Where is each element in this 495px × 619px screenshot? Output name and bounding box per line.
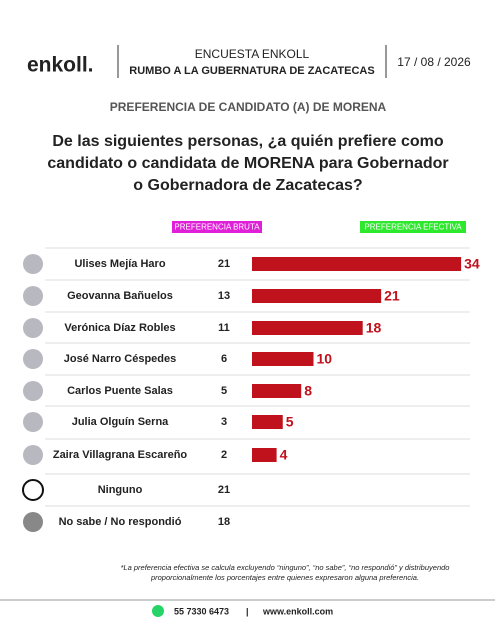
bar: [252, 352, 314, 366]
effective-header: PREFERENCIA EFECTIVA: [364, 223, 462, 232]
value-label: 8: [304, 383, 312, 399]
bar: [252, 415, 283, 429]
subtitle: PREFERENCIA DE CANDIDATO (A) DE MORENA: [110, 100, 387, 114]
avatar: [22, 479, 44, 501]
effective-header-bg: [360, 221, 466, 233]
value-label: 34: [464, 256, 480, 272]
candidate-name: Ulises Mejía Haro: [74, 258, 165, 270]
candidate-name: Geovanna Bañuelos: [67, 290, 173, 302]
candidate-name: No sabe / No respondió: [59, 516, 182, 528]
candidate-name: Carlos Puente Salas: [67, 385, 173, 397]
raw-value: 5: [221, 385, 227, 397]
website: www.enkoll.com: [262, 606, 333, 616]
footnote: proporcionalmente los porcentajes entre …: [150, 573, 419, 582]
bar: [252, 384, 302, 398]
raw-value: 3: [221, 416, 227, 428]
candidate-name: José Narro Céspedes: [64, 353, 177, 365]
avatar: [23, 445, 43, 465]
question: De las siguientes personas, ¿a quién pre…: [52, 133, 443, 150]
raw-value: 21: [218, 258, 230, 270]
brand: enkoll.: [27, 54, 94, 77]
value-label: 18: [366, 320, 382, 336]
separator: |: [246, 606, 249, 616]
raw-value: 6: [221, 353, 227, 365]
raw-header-bg: [172, 221, 262, 233]
avatar: [23, 254, 43, 274]
raw-value: 18: [218, 516, 230, 528]
candidate-name: Zaira Villagrana Escareño: [53, 449, 188, 461]
phone: 55 7330 6473: [174, 606, 229, 616]
bar: [252, 257, 462, 271]
survey: ENCUESTA ENKOLL: [195, 47, 310, 61]
whatsapp-icon: [152, 605, 164, 617]
value-label: 21: [384, 288, 400, 304]
avatar: [23, 286, 43, 306]
bar: [252, 321, 363, 335]
avatar: [23, 318, 43, 338]
race: RUMBO A LA GUBERNATURA DE ZACATECAS: [129, 65, 374, 77]
bar: [252, 448, 277, 462]
avatar: [23, 349, 43, 369]
candidate-name: Ninguno: [98, 484, 143, 496]
raw-value: 11: [218, 322, 230, 334]
value-label: 4: [280, 447, 288, 463]
raw-value: 21: [218, 484, 230, 496]
question: o Gobernadora de Zacatecas?: [133, 177, 362, 194]
candidate-name: Verónica Díaz Robles: [64, 322, 175, 334]
avatar: [23, 381, 43, 401]
bar: [252, 289, 382, 303]
avatar: [23, 512, 43, 532]
candidate-name: Julia Olguín Serna: [72, 416, 169, 428]
value-label: 5: [286, 414, 294, 430]
raw-value: 13: [218, 290, 230, 302]
avatar: [23, 412, 43, 432]
raw-value: 2: [221, 449, 227, 461]
footnote: *La preferencia efectiva se calcula excl…: [121, 563, 450, 572]
raw-header: PREFERENCIA BRUTA: [174, 223, 260, 232]
value-label: 10: [317, 351, 333, 367]
date: 17 / 08 / 2026: [397, 55, 471, 69]
question: candidato o candidata de MORENA para Gob…: [47, 155, 448, 172]
